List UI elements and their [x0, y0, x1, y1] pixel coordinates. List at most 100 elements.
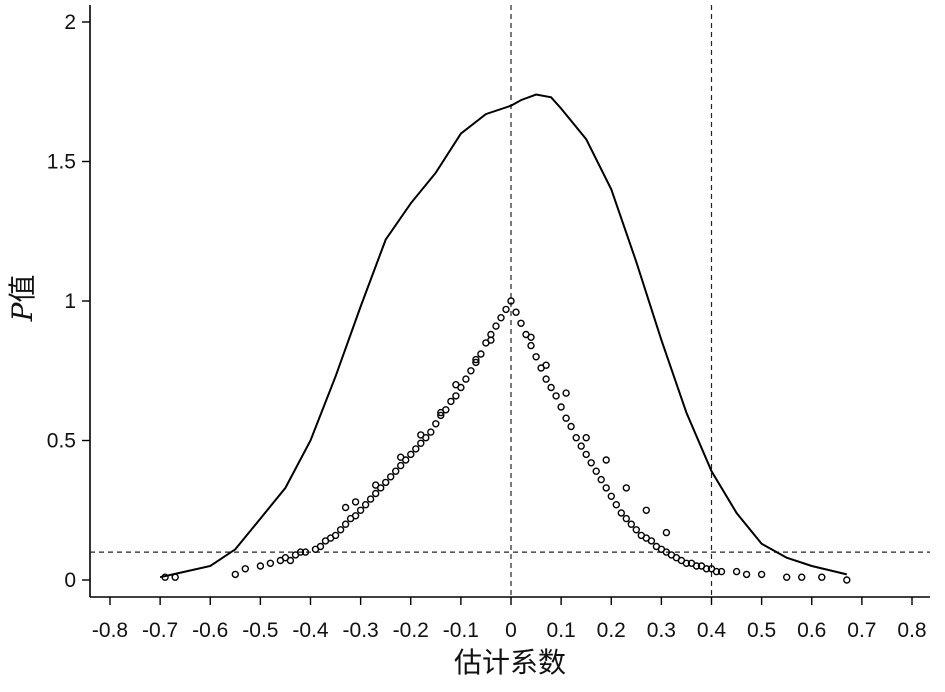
y-axis-title: P值 [6, 275, 39, 323]
scatter-point [437, 411, 445, 420]
scatter-point [612, 501, 620, 509]
x-tick-label: -0.8 [92, 619, 128, 642]
scatter-point [477, 350, 485, 358]
scatter-point [527, 333, 535, 341]
scatter-point [567, 422, 575, 431]
scatter-point [387, 473, 395, 481]
scatter-points-layer [161, 297, 851, 584]
x-tick-label: -0.5 [242, 619, 278, 642]
scatter-point [712, 567, 721, 576]
density-curve [159, 93, 848, 579]
y-tick-label: 1 [64, 290, 76, 313]
x-tick-label: 0.4 [697, 619, 727, 642]
scatter-point [602, 484, 610, 492]
x-tick-label: 0.7 [847, 619, 876, 642]
x-axis-title: 估计系数 [454, 646, 566, 679]
scatter-point [256, 562, 265, 570]
scatter-point [447, 397, 455, 406]
scatter-point [392, 467, 400, 475]
x-tick-label: -0.4 [292, 619, 329, 642]
scatter-point [161, 573, 169, 581]
scatter-point [632, 526, 640, 534]
scatter-point [286, 556, 295, 565]
scatter-point [798, 573, 806, 581]
density-curve-layer [159, 93, 848, 579]
scatter-point [452, 381, 460, 389]
y-tick-label: 0 [64, 569, 76, 592]
scatter-point [562, 414, 570, 422]
y-axis: 0 0.5 1 1.5 2 [47, 11, 90, 592]
scatter-point [542, 375, 550, 383]
scatter-point [502, 305, 510, 314]
y-axis-title-value: 值 [6, 275, 39, 303]
scatter-point [241, 565, 250, 573]
scatter-point [372, 489, 380, 498]
scatter-point [642, 506, 650, 514]
scatter-point [627, 520, 635, 528]
scatter-point [472, 358, 480, 367]
scatter-point [542, 361, 550, 369]
y-tick-label: 2 [64, 11, 76, 34]
scatter-point [607, 492, 615, 500]
scatter-point [682, 559, 691, 567]
scatter-point [331, 531, 340, 540]
x-tick-label: 0.2 [597, 619, 626, 642]
scatter-point [356, 506, 365, 514]
scatter-point [432, 420, 440, 428]
scatter-point [427, 428, 435, 436]
scatter-point [547, 383, 555, 392]
scatter-point [577, 442, 585, 450]
x-axis: -0.8 -0.7 -0.6 -0.5 -0.4 -0.3 -0.2 -0.1 0 0.1 0.2 0… [92, 597, 927, 642]
scatter-point [732, 567, 741, 576]
scatter-point [617, 509, 625, 517]
scatter-point [361, 501, 370, 509]
reference-lines [90, 5, 930, 597]
x-tick-label: -0.1 [443, 619, 479, 642]
scatter-point [647, 537, 656, 545]
scatter-point [572, 434, 580, 442]
x-tick-label: -0.3 [343, 619, 379, 642]
scatter-point [517, 319, 525, 327]
scatter-point [527, 341, 535, 350]
scatter-point [843, 576, 851, 584]
scatter-point [316, 542, 325, 551]
scatter-point [507, 297, 515, 305]
y-tick-label: 1.5 [47, 151, 76, 174]
scatter-point [757, 570, 766, 579]
x-tick-label: 0.1 [547, 619, 576, 642]
scatter-point [662, 528, 671, 537]
scatter-point [351, 512, 360, 520]
scatter-point [562, 389, 570, 397]
x-tick-label: 0.8 [897, 619, 926, 642]
scatter-point [552, 392, 560, 400]
scatter-point [472, 355, 480, 364]
scatter-point [622, 514, 630, 523]
scatter-point [557, 403, 565, 411]
scatter-point [512, 308, 520, 316]
scatter-point [341, 520, 350, 528]
scatter-point [742, 570, 751, 579]
x-tick-label: 0.6 [797, 619, 826, 642]
scatter-point [336, 526, 345, 534]
scatter-point [487, 336, 495, 344]
scatter-point [497, 314, 505, 322]
x-tick-label: -0.6 [192, 619, 228, 642]
scatter-point [417, 439, 425, 447]
scatter-point [341, 503, 350, 512]
scatter-point [452, 392, 460, 400]
scatter-point [417, 431, 425, 439]
scatter-point [692, 562, 701, 570]
scatter-point [818, 573, 826, 581]
scatter-point [397, 453, 405, 461]
scatter-point [592, 467, 600, 475]
scatter-point [702, 565, 711, 573]
x-tick-label: -0.7 [142, 619, 178, 642]
y-axis-title-p: P [6, 301, 39, 322]
scatter-point [301, 548, 310, 556]
scatter-point [171, 573, 179, 581]
scatter-point [351, 498, 360, 506]
scatter-point [622, 484, 630, 492]
x-tick-label: -0.2 [393, 619, 429, 642]
scatter-point [532, 353, 540, 361]
